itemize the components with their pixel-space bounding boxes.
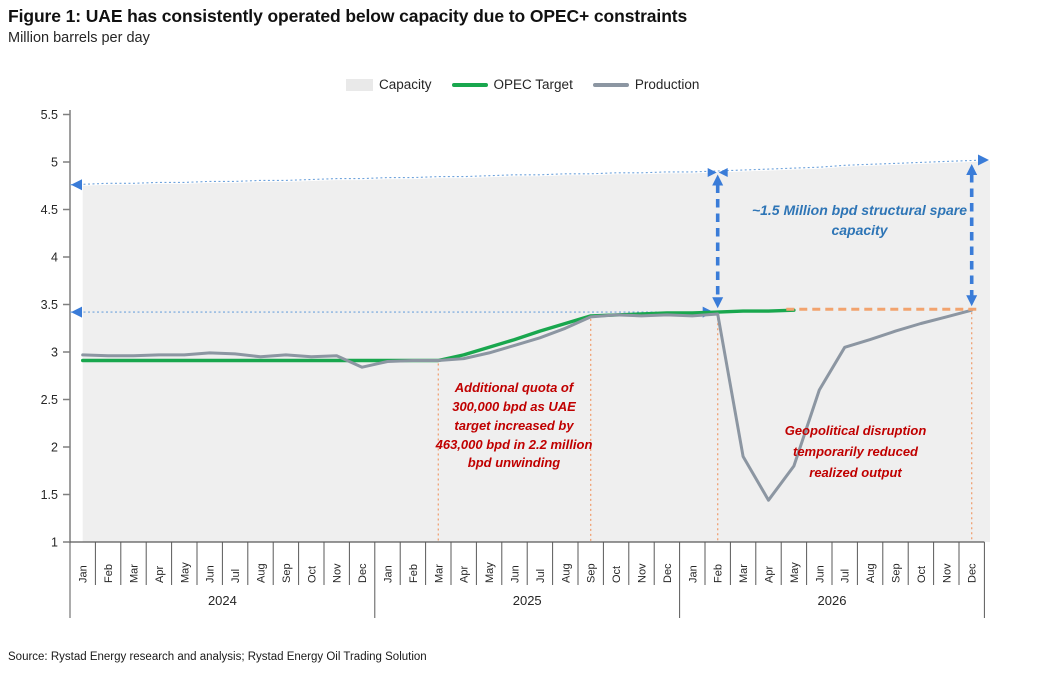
year-label: 2026 (818, 593, 847, 608)
capacity-area (82, 161, 990, 542)
y-tick-label: 3.5 (41, 298, 58, 312)
y-tick-label: 4.5 (41, 203, 58, 217)
month-label: Jan (78, 565, 90, 583)
year-label: 2024 (208, 593, 237, 608)
arrowhead-icon (966, 295, 978, 307)
month-label: Jul (535, 569, 547, 583)
capacity-area-swatch-icon (346, 78, 373, 91)
month-label: Aug (560, 563, 572, 583)
month-label: Oct (916, 566, 928, 583)
y-tick-label: 4 (51, 251, 58, 265)
arrowhead-icon (978, 154, 989, 166)
month-label: Feb (713, 564, 725, 583)
month-label: Apr (764, 566, 776, 583)
month-label: Jul (230, 569, 242, 583)
y-tick-label: 1 (51, 536, 58, 550)
month-label: Dec (967, 563, 979, 583)
chart-legend: Capacity OPEC Target Production (346, 77, 699, 92)
arrowhead-icon (71, 306, 82, 318)
figure-title: Figure 1: UAE has consistently operated … (8, 6, 688, 26)
month-label: Dec (662, 563, 674, 583)
legend-item-production: Production (592, 77, 700, 92)
month-label: Sep (586, 563, 598, 583)
month-label: Jun (510, 565, 522, 583)
month-label: Jan (383, 565, 395, 583)
source-note: Source: Rystad Energy research and analy… (8, 651, 427, 663)
y-tick-label: 2.5 (41, 393, 58, 407)
legend-label-opec-target: OPEC Target (493, 77, 573, 92)
legend-item-opec-target: OPEC Target (451, 77, 573, 92)
month-label: May (484, 562, 496, 583)
month-label: Oct (611, 566, 623, 583)
capacity-guide-dotted-line (69, 159, 988, 186)
annotation-spare-capacity: ~1.5 Million bpd structural spare capaci… (751, 202, 968, 238)
month-label: Nov (941, 563, 953, 583)
legend-label-production: Production (634, 77, 700, 92)
arrowhead-icon (712, 297, 724, 309)
arrowhead-icon (712, 174, 724, 186)
opec-target-line-swatch-icon (451, 82, 488, 87)
month-label: Apr (459, 566, 471, 583)
bowtie-arrowhead-icon (707, 167, 717, 177)
month-label: Jan (687, 565, 699, 583)
production-line-swatch-icon (592, 82, 629, 87)
month-label: Aug (256, 563, 268, 583)
month-label: Aug (865, 563, 877, 583)
bowtie-arrowhead-icon (718, 167, 728, 177)
month-label: Jun (205, 565, 217, 583)
month-label: Jun (814, 565, 826, 583)
month-label: Mar (433, 564, 445, 583)
month-label: Dec (357, 563, 369, 583)
y-tick-label: 1.5 (41, 488, 58, 502)
annotation-geopolitical: Geopolitical disruption temporarily redu… (784, 423, 927, 480)
figure-subtitle: Million barrels per day (8, 30, 150, 46)
month-label: Apr (154, 566, 166, 583)
y-tick-label: 3 (51, 346, 58, 360)
y-tick-label: 5 (51, 156, 58, 170)
y-tick-label: 2 (51, 441, 58, 455)
year-label: 2025 (513, 593, 542, 608)
arrowhead-icon (71, 179, 82, 191)
month-label: May (179, 562, 191, 583)
legend-item-capacity: Capacity (346, 77, 432, 92)
y-tick-label: 5.5 (41, 108, 58, 122)
month-label: Oct (306, 566, 318, 583)
month-label: May (789, 562, 801, 583)
figure-header: Figure 1: UAE has consistently operated … (8, 6, 687, 46)
production-line (81, 308, 974, 502)
month-label: Nov (332, 563, 344, 583)
legend-label-capacity: Capacity (379, 77, 432, 92)
month-label: Mar (738, 564, 750, 583)
month-label: Sep (281, 563, 293, 583)
arrowhead-icon (966, 164, 978, 175)
month-label: Feb (408, 564, 420, 583)
month-label: Sep (891, 563, 903, 583)
month-label: Mar (129, 564, 141, 583)
month-label: Nov (637, 563, 649, 583)
month-label: Jul (840, 569, 852, 583)
month-label: Feb (103, 564, 115, 583)
annotation-quota: Additional quota of 300,000 bpd as UAE t… (435, 380, 593, 471)
